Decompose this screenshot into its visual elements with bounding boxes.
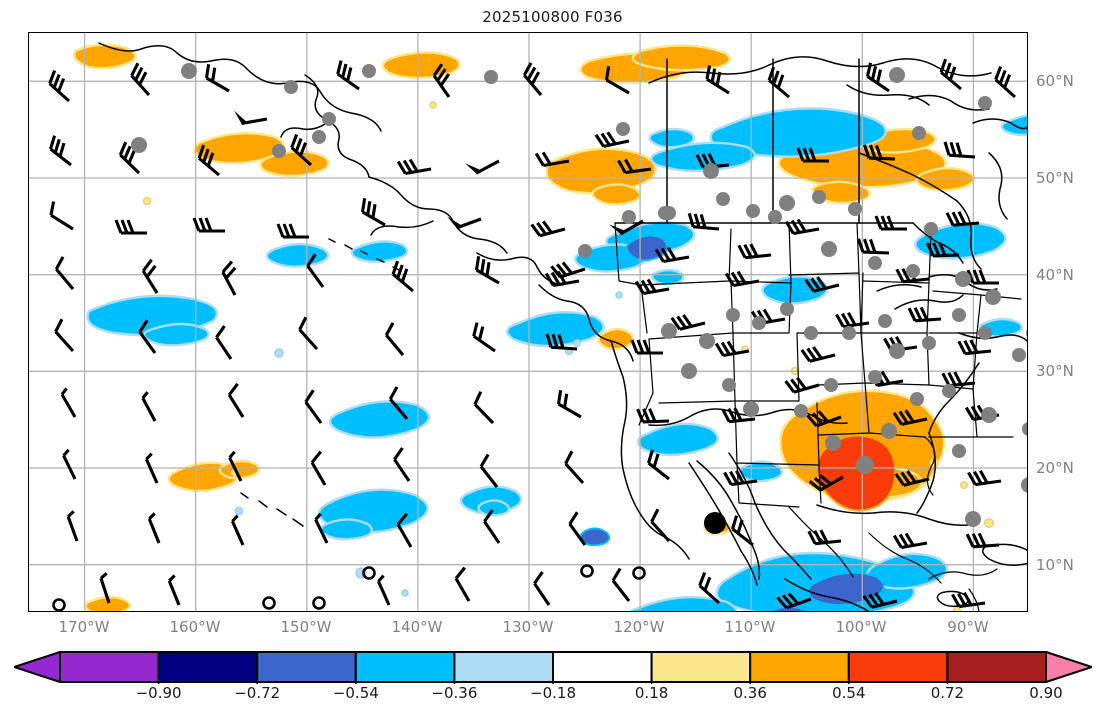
x-tick-label-140w: 140°W bbox=[391, 618, 443, 636]
y-tick-label-50n: 50°N bbox=[1036, 169, 1074, 187]
colorbar-extend-over bbox=[1045, 651, 1092, 683]
low-center-marker bbox=[704, 512, 726, 534]
x-tick-label-130w: 130°W bbox=[502, 618, 554, 636]
y-tick-label-30n: 30°N bbox=[1036, 362, 1074, 380]
colorbar-cell-9 bbox=[946, 651, 1048, 683]
x-tick-label-90w: 90°W bbox=[947, 618, 989, 636]
colorbar-svg bbox=[14, 651, 1092, 684]
colorbar-cell-1 bbox=[157, 651, 259, 683]
x-tick-label-110w: 110°W bbox=[724, 618, 776, 636]
map-axes[interactable] bbox=[28, 32, 1028, 612]
contour-fill-layer bbox=[73, 43, 1027, 611]
colorbar-tick-labels: −0.90 −0.72 −0.54 −0.36 −0.18 0.18 0.36 … bbox=[14, 684, 1092, 710]
x-tick-label-150w: 150°W bbox=[280, 618, 332, 636]
y-tick-label-10n: 10°N bbox=[1036, 556, 1074, 574]
colorbar-cell-5 bbox=[552, 651, 653, 683]
colorbar-ticks bbox=[157, 682, 949, 684]
y-tick-label-40n: 40°N bbox=[1036, 266, 1074, 284]
colorbar-cell-2 bbox=[256, 651, 357, 683]
colorbar-tick-4: −0.18 bbox=[530, 684, 576, 702]
wind-barb-layer bbox=[44, 57, 1026, 611]
colorbar-tick-5: 0.18 bbox=[634, 684, 669, 702]
y-tick-label-60n: 60°N bbox=[1036, 72, 1074, 90]
colorbar-cell-6 bbox=[650, 651, 752, 683]
x-tick-label-170w: 170°W bbox=[58, 618, 110, 636]
x-tick-label-120w: 120°W bbox=[613, 618, 665, 636]
colorbar-cell-3 bbox=[354, 651, 456, 683]
colorbar-tick-0: −0.90 bbox=[135, 684, 182, 702]
page-title: 2025100800 F036 bbox=[482, 8, 623, 26]
x-tick-label-100w: 100°W bbox=[835, 618, 887, 636]
colorbar-tick-3: −0.36 bbox=[431, 684, 478, 702]
colorbar-tick-1: −0.72 bbox=[234, 684, 281, 702]
colorbar[interactable] bbox=[14, 650, 1092, 684]
station-marker-layer bbox=[131, 63, 1027, 527]
colorbar-tick-2: −0.54 bbox=[332, 684, 379, 702]
colorbar-cell-0 bbox=[59, 651, 160, 683]
colorbar-tick-8: 0.72 bbox=[930, 684, 965, 702]
colorbar-tick-7: 0.54 bbox=[832, 684, 866, 702]
x-tick-label-160w: 160°W bbox=[169, 618, 221, 636]
map-svg bbox=[29, 33, 1027, 611]
colorbar-extend-under bbox=[14, 651, 61, 683]
colorbar-cell-8 bbox=[847, 651, 949, 683]
y-tick-label-20n: 20°N bbox=[1036, 459, 1074, 477]
colorbar-tick-9: 0.90 bbox=[1029, 684, 1063, 702]
map-canvas[interactable] bbox=[29, 33, 1027, 611]
colorbar-tick-6: 0.36 bbox=[733, 684, 767, 702]
colorbar-cell-4 bbox=[453, 651, 554, 683]
colorbar-cell-7 bbox=[749, 651, 850, 683]
